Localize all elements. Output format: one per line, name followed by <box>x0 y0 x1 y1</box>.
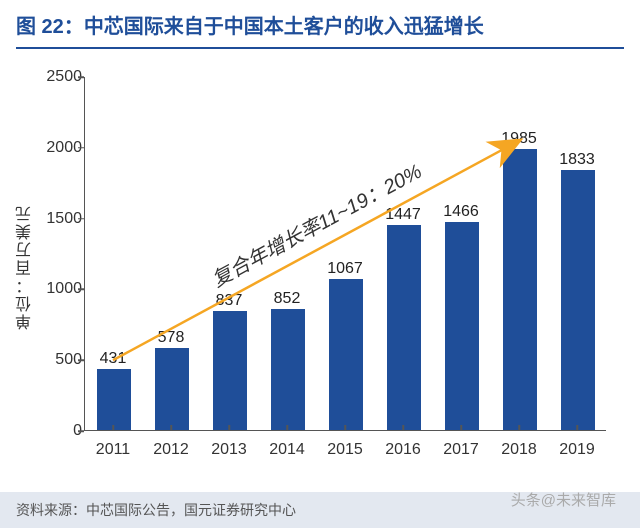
figure-title-bar: 图 22：中芯国际来自于中国本土客户的收入迅猛增长 <box>16 0 624 49</box>
chart-area: 单位：百万美元 05001000150020002500431201157820… <box>24 67 616 467</box>
source-label: 资料来源： <box>16 502 86 518</box>
trend-arrow <box>24 67 616 467</box>
figure-title: 中芯国际来自于中国本土客户的收入迅猛增长 <box>84 16 484 38</box>
figure-label: 图 22： <box>16 16 84 38</box>
source-text: 中芯国际公告，国元证券研究中心 <box>86 502 296 518</box>
watermark: 头条@未来智库 <box>511 489 616 510</box>
